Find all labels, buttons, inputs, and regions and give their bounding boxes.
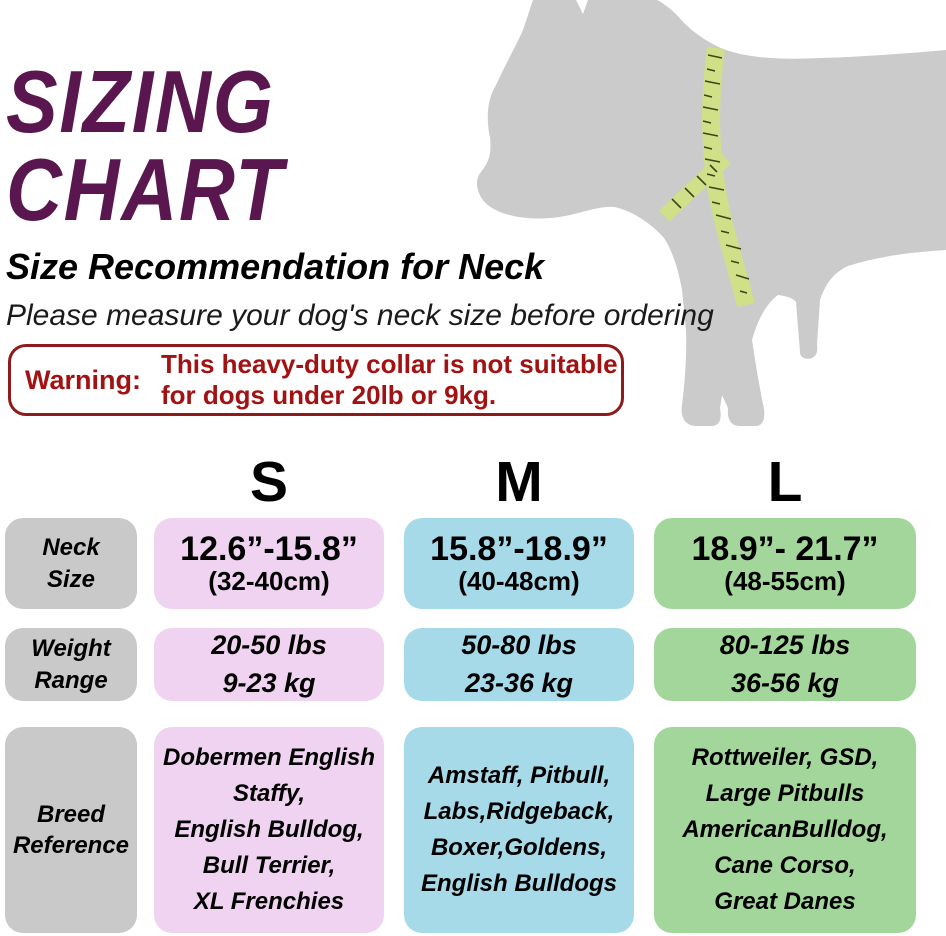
neck-size-inches-l: 18.9”- 21.7” <box>691 530 879 568</box>
row-label-breed-reference: Breed Reference <box>5 727 137 933</box>
warning-message: This heavy-duty collar is not suitable f… <box>161 349 618 410</box>
neck-size-cell-l: 18.9”- 21.7” (48-55cm) <box>654 518 916 609</box>
neck-size-cm-m: (40-48cm) <box>458 565 580 596</box>
row-label-neck-size: Neck Size <box>5 518 137 609</box>
breed-reference-cell-m: Amstaff, Pitbull, Labs,Ridgeback, Boxer,… <box>404 727 634 933</box>
weight-range-cell-s: 20-50 lbs 9-23 kg <box>154 628 384 701</box>
subtitle: Size Recommendation for Neck <box>6 246 545 287</box>
neck-size-cell-s: 12.6”-15.8” (32-40cm) <box>154 518 384 609</box>
column-header-m: M <box>495 450 543 514</box>
breed-reference-cell-l: Rottweiler, GSD, Large Pitbulls American… <box>654 727 916 933</box>
warning-box: Warning: This heavy-duty collar is not s… <box>8 344 624 416</box>
measure-instruction: Please measure your dog's neck size befo… <box>6 299 714 332</box>
neck-size-cm-l: (48-55cm) <box>724 565 846 596</box>
page-title: SIZING CHART <box>6 52 285 239</box>
breed-reference-cell-s: Dobermen English Staffy, English Bulldog… <box>154 727 384 933</box>
row-label-weight-range: Weight Range <box>5 628 137 701</box>
dog-silhouette-illustration <box>476 0 946 426</box>
weight-range-cell-m: 50-80 lbs 23-36 kg <box>404 628 634 701</box>
column-header-s: S <box>249 450 289 514</box>
measuring-tape-icon <box>658 46 755 308</box>
weight-range-cell-l: 80-125 lbs 36-56 kg <box>654 628 916 701</box>
neck-size-cm-s: (32-40cm) <box>208 565 330 596</box>
neck-size-cell-m: 15.8”-18.9” (40-48cm) <box>404 518 634 609</box>
neck-size-inches-m: 15.8”-18.9” <box>430 530 608 568</box>
column-header-l: L <box>767 450 803 514</box>
neck-size-inches-s: 12.6”-15.8” <box>180 530 358 568</box>
dog-body-silhouette <box>476 0 946 426</box>
warning-label: Warning: <box>25 364 141 395</box>
